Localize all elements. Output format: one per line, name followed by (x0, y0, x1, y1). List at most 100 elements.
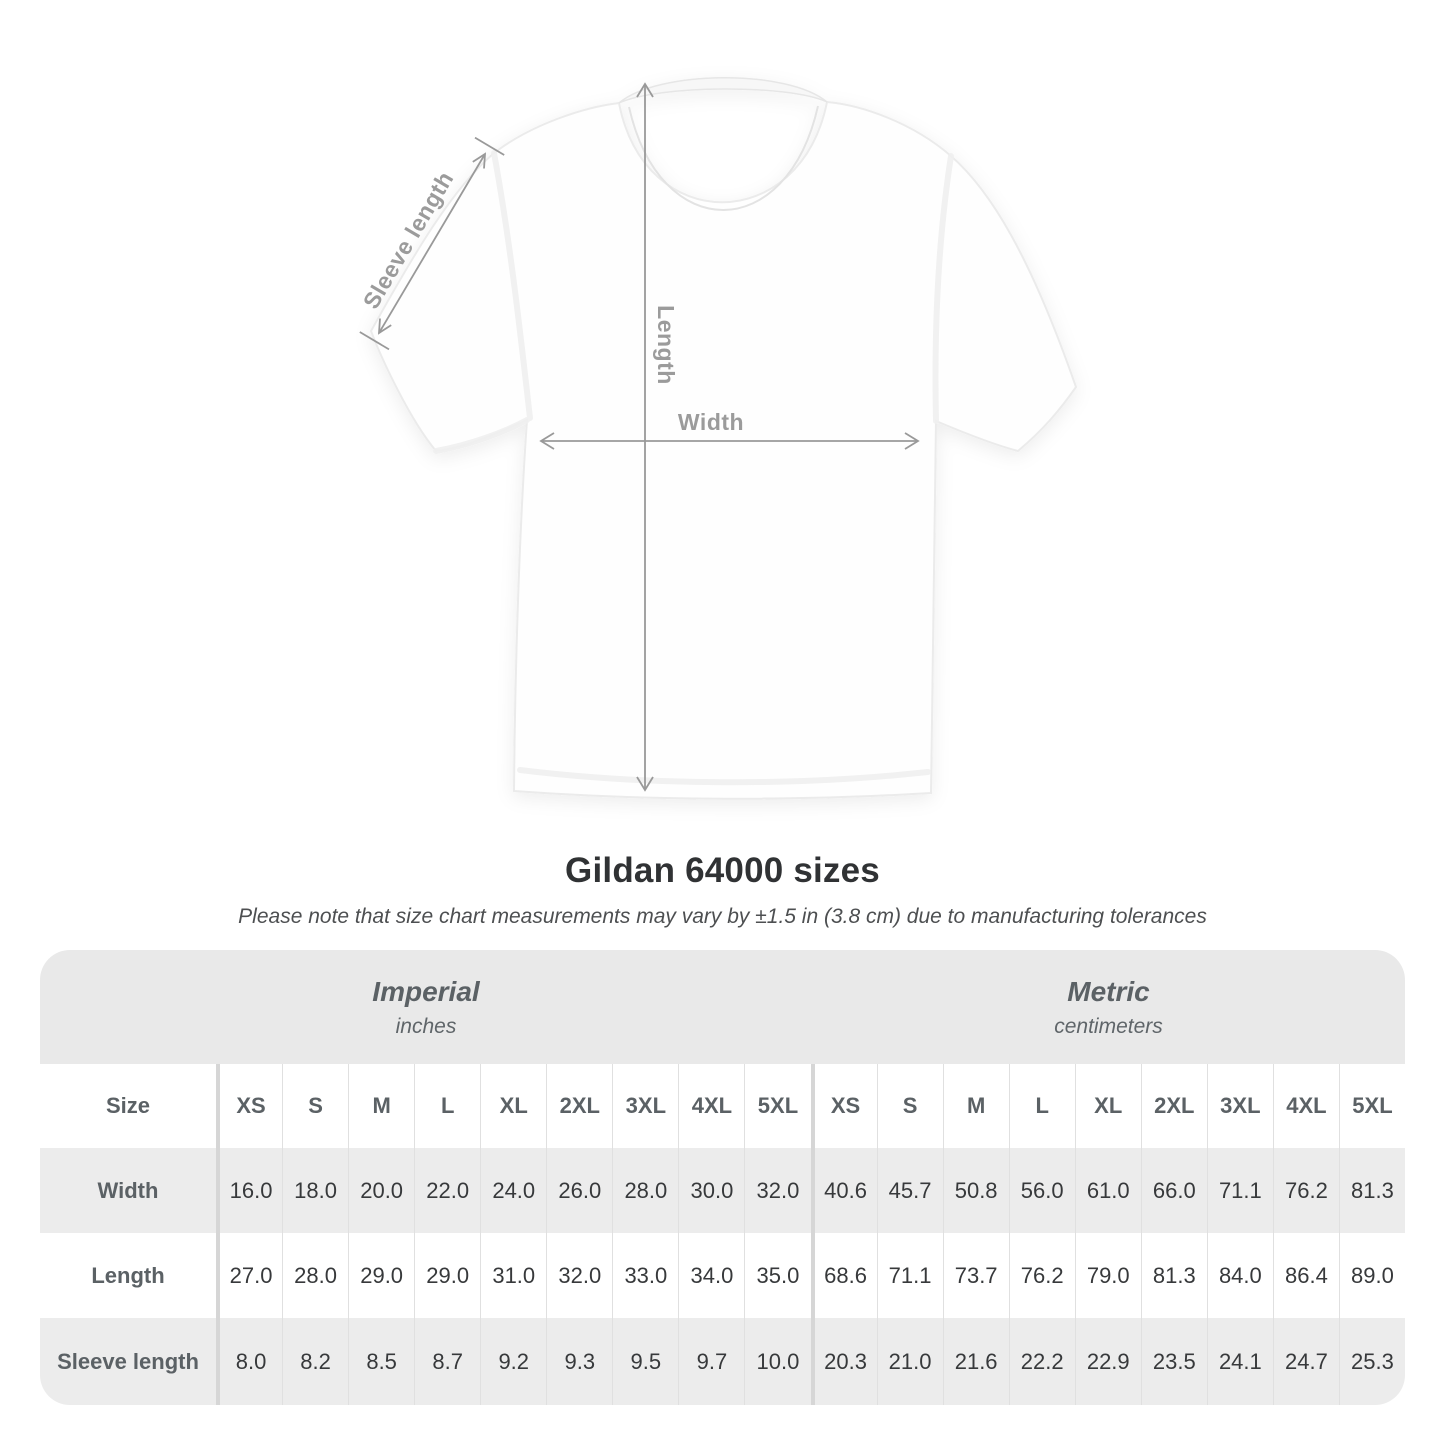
table-cell: 21.0 (876, 1318, 943, 1405)
table-cell: 8.2 (282, 1318, 348, 1405)
size-header-label: Size (105, 1093, 151, 1118)
table-cell: 20.3 (810, 1318, 877, 1405)
table-cell: 84.0 (1206, 1233, 1273, 1318)
table-cell: 71.1 (1206, 1148, 1273, 1233)
row-label-cell: Sleeve length (57, 1348, 199, 1374)
size-header-cell: 4XL (678, 1064, 744, 1148)
table-cell: 71.1 (876, 1233, 943, 1318)
size-header-cell: XS (810, 1064, 877, 1148)
width-arrow (539, 432, 920, 450)
table-cell: 26.0 (546, 1148, 612, 1233)
table-cell: 10.0 (744, 1318, 810, 1405)
table-cell: 9.2 (480, 1318, 546, 1405)
sleeve-length-row: Sleeve length 8.0 8.2 8.5 8.7 9.2 9.3 9.… (40, 1318, 1405, 1405)
table-cell: 32.0 (744, 1148, 810, 1233)
table-cell: 66.0 (1140, 1148, 1207, 1233)
size-header-row: Size XS S M L XL 2XL 3XL 4XL 5XL XS S M … (40, 1064, 1405, 1148)
table-cell: 79.0 (1074, 1233, 1141, 1318)
units-header-row: Imperial inches Metric centimeters (40, 950, 1405, 1064)
table-cell: 21.6 (942, 1318, 1009, 1405)
table-cell: 29.0 (414, 1233, 480, 1318)
collar-back (618, 77, 828, 104)
table-cell: 56.0 (1008, 1148, 1075, 1233)
table-cell: 35.0 (744, 1233, 810, 1318)
size-header-cell: 5XL (1338, 1064, 1405, 1148)
table-cell: 86.4 (1272, 1233, 1339, 1318)
size-header-cell: M (942, 1064, 1009, 1148)
table-cell: 27.0 (216, 1233, 282, 1318)
size-column-header: Size (40, 1064, 216, 1148)
table-cell: 61.0 (1074, 1148, 1141, 1233)
table-cell: 32.0 (546, 1233, 612, 1318)
size-table: Imperial inches Metric centimeters Size … (40, 950, 1405, 1405)
shirt-shading (433, 150, 954, 786)
table-cell: 24.1 (1206, 1318, 1273, 1405)
table-cell: 81.3 (1338, 1148, 1405, 1233)
table-cell: 81.3 (1140, 1233, 1207, 1318)
table-cell: 8.5 (348, 1318, 414, 1405)
metric-header: Metric centimeters (812, 950, 1405, 1064)
metric-name: Metric (1067, 975, 1150, 1007)
table-cell: 8.0 (216, 1318, 282, 1405)
table-cell: 76.2 (1272, 1148, 1339, 1233)
size-header-cell: 5XL (744, 1064, 810, 1148)
table-cell: 33.0 (612, 1233, 678, 1318)
width-label: Width (678, 409, 744, 435)
table-cell: 22.2 (1008, 1318, 1075, 1405)
tshirt-illustration: Length Width Sleeve length (358, 77, 1078, 800)
table-cell: 40.6 (810, 1148, 877, 1233)
table-cell: 89.0 (1338, 1233, 1405, 1318)
table-cell: 28.0 (612, 1148, 678, 1233)
table-cell: 31.0 (480, 1233, 546, 1318)
table-cell: 24.0 (480, 1148, 546, 1233)
tshirt-shape (369, 77, 1078, 800)
size-header-cell: 4XL (1272, 1064, 1339, 1148)
tshirt-diagram: Length Width Sleeve length (358, 77, 1078, 800)
size-header-cell: L (414, 1064, 480, 1148)
table-cell: 8.7 (414, 1318, 480, 1405)
table-cell: 25.3 (1338, 1318, 1405, 1405)
size-header-cell: XL (1074, 1064, 1141, 1148)
table-cell: 45.7 (876, 1148, 943, 1233)
length-label: Length (653, 305, 679, 385)
size-header-cell: 2XL (1140, 1064, 1207, 1148)
size-header-cell: 2XL (546, 1064, 612, 1148)
table-cell: 76.2 (1008, 1233, 1075, 1318)
row-label-cell: Length (91, 1262, 165, 1288)
size-header-cell: M (348, 1064, 414, 1148)
tolerance-note: Please note that size chart measurements… (238, 905, 1207, 928)
size-header-cell: 3XL (612, 1064, 678, 1148)
table-cell: 29.0 (348, 1233, 414, 1318)
table-cell: 73.7 (942, 1233, 1009, 1318)
table-cell: 16.0 (216, 1148, 282, 1233)
imperial-unit: inches (395, 1014, 457, 1038)
table-cell: 22.9 (1074, 1318, 1141, 1405)
length-row: Length 27.0 28.0 29.0 29.0 31.0 32.0 33.… (40, 1233, 1405, 1318)
size-header-cell: S (282, 1064, 348, 1148)
imperial-header: Imperial inches (40, 950, 812, 1064)
size-header-cell: S (876, 1064, 943, 1148)
table-cell: 18.0 (282, 1148, 348, 1233)
size-header-cell: 3XL (1206, 1064, 1273, 1148)
imperial-name: Imperial (372, 975, 480, 1007)
metric-unit: centimeters (1054, 1014, 1163, 1038)
table-cell: 24.7 (1272, 1318, 1339, 1405)
table-cell: 34.0 (678, 1233, 744, 1318)
width-row: Width 16.0 18.0 20.0 22.0 24.0 26.0 28.0… (40, 1148, 1405, 1233)
page-title: Gildan 64000 sizes (565, 851, 880, 890)
table-cell: 9.5 (612, 1318, 678, 1405)
table-cell: 23.5 (1140, 1318, 1207, 1405)
size-header-cell: XS (216, 1064, 282, 1148)
table-cell: 30.0 (678, 1148, 744, 1233)
row-label-cell: Width (97, 1177, 159, 1203)
table-cell: 50.8 (942, 1148, 1009, 1233)
table-cell: 22.0 (414, 1148, 480, 1233)
table-cell: 28.0 (282, 1233, 348, 1318)
table-cell: 20.0 (348, 1148, 414, 1233)
collar-rib (628, 105, 819, 211)
length-arrow (636, 82, 654, 792)
table-cell: 9.3 (546, 1318, 612, 1405)
size-header-cell: L (1008, 1064, 1075, 1148)
table-cell: 9.7 (678, 1318, 744, 1405)
